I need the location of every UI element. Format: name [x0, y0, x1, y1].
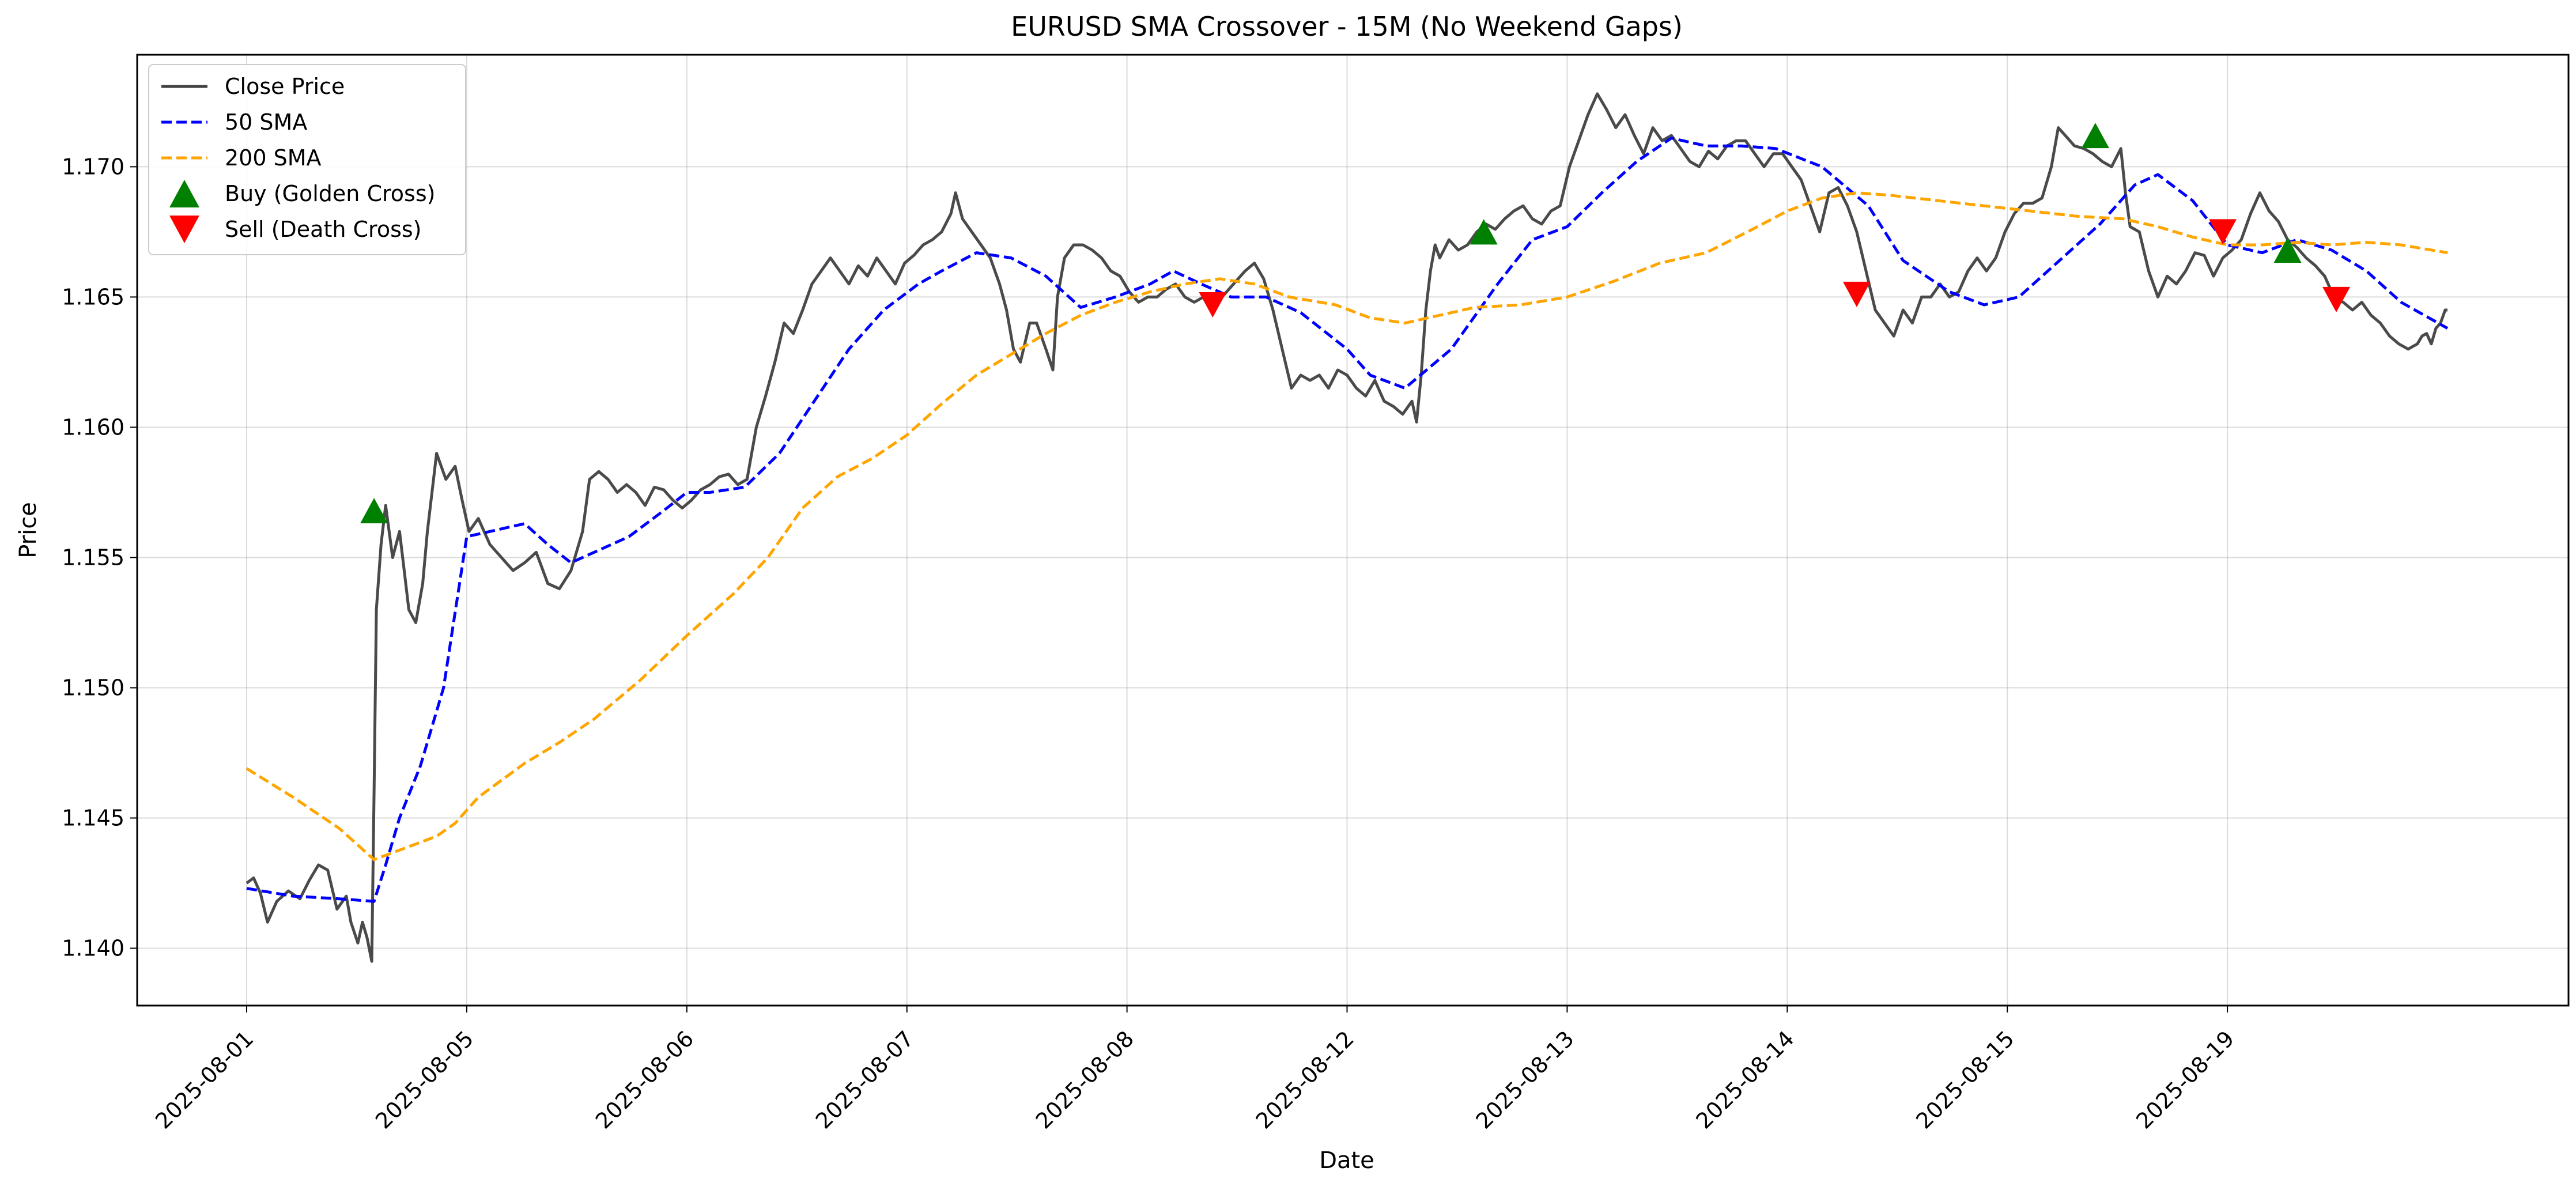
signal-markers: [360, 123, 2351, 524]
y-axis-ticks: 1.140 1.145 1.150 1.155 1.160 1.165 1.170: [62, 154, 137, 961]
x-axis-ticks: 2025-08-01 2025-08-05 2025-08-06 2025-08-07…: [150, 1006, 2239, 1134]
y-tick-label: 1.165: [62, 284, 124, 309]
y-tick-label: 1.150: [62, 675, 124, 700]
legend-label: 200 SMA: [225, 145, 322, 171]
legend-entry: Buy (Golden Cross): [169, 180, 435, 207]
legend-label: Close Price: [225, 74, 345, 99]
buy-signal-marker: [360, 498, 388, 524]
sell-signal-marker: [2209, 219, 2237, 245]
x-tick-label: 2025-08-12: [1251, 1026, 1359, 1133]
x-tick-label: 2025-08-14: [1691, 1026, 1799, 1133]
legend-entry: 200 SMA: [161, 145, 322, 171]
sell-signal-marker: [1199, 292, 1227, 318]
sell-signal-marker: [1842, 281, 1871, 307]
x-tick-label: 2025-08-08: [1031, 1026, 1139, 1133]
y-tick-label: 1.155: [62, 545, 124, 570]
y-tick-label: 1.140: [62, 936, 124, 961]
x-tick-label: 2025-08-06: [591, 1026, 698, 1133]
legend-swatch-marker: [169, 180, 199, 207]
sell-signal-marker: [2322, 286, 2351, 312]
legend-label: 50 SMA: [225, 109, 307, 135]
legend: Close Price 50 SMA 200 SMA Buy (Golden Cros…: [148, 64, 466, 255]
buy-signal-marker: [2081, 123, 2109, 149]
series-layer: [245, 92, 2449, 963]
buy-signal-marker: [1470, 219, 1498, 245]
grid-lines: [137, 55, 2569, 1006]
x-tick-label: 2025-08-07: [811, 1026, 919, 1133]
series-line-200-sma: [245, 191, 2448, 862]
legend-label: Buy (Golden Cross): [225, 181, 435, 206]
legend-box: [148, 64, 466, 255]
x-tick-label: 2025-08-01: [150, 1026, 258, 1133]
plot-frame: [136, 54, 2570, 1007]
legend-swatch-marker: [169, 216, 199, 243]
legend-entry: 50 SMA: [161, 109, 307, 135]
x-tick-label: 2025-08-19: [2131, 1026, 2239, 1133]
x-tick-label: 2025-08-15: [1911, 1026, 2019, 1133]
chart-title: EURUSD SMA Crossover - 15M (No Weekend G…: [1011, 11, 1683, 42]
x-axis-label: Date: [1319, 1147, 1374, 1174]
x-tick-label: 2025-08-13: [1471, 1026, 1578, 1133]
legend-label: Sell (Death Cross): [225, 217, 422, 242]
y-tick-label: 1.145: [62, 806, 124, 831]
y-tick-label: 1.170: [62, 154, 124, 179]
legend-entry: Sell (Death Cross): [169, 216, 422, 243]
x-tick-label: 2025-08-05: [371, 1026, 478, 1133]
legend-entry: Close Price: [161, 74, 345, 99]
y-axis-label: Price: [15, 502, 41, 558]
buy-signal-marker: [2273, 237, 2302, 263]
series-line-close-price: [245, 92, 2447, 963]
series-line-50-sma: [246, 137, 2449, 903]
y-tick-label: 1.160: [62, 414, 124, 440]
